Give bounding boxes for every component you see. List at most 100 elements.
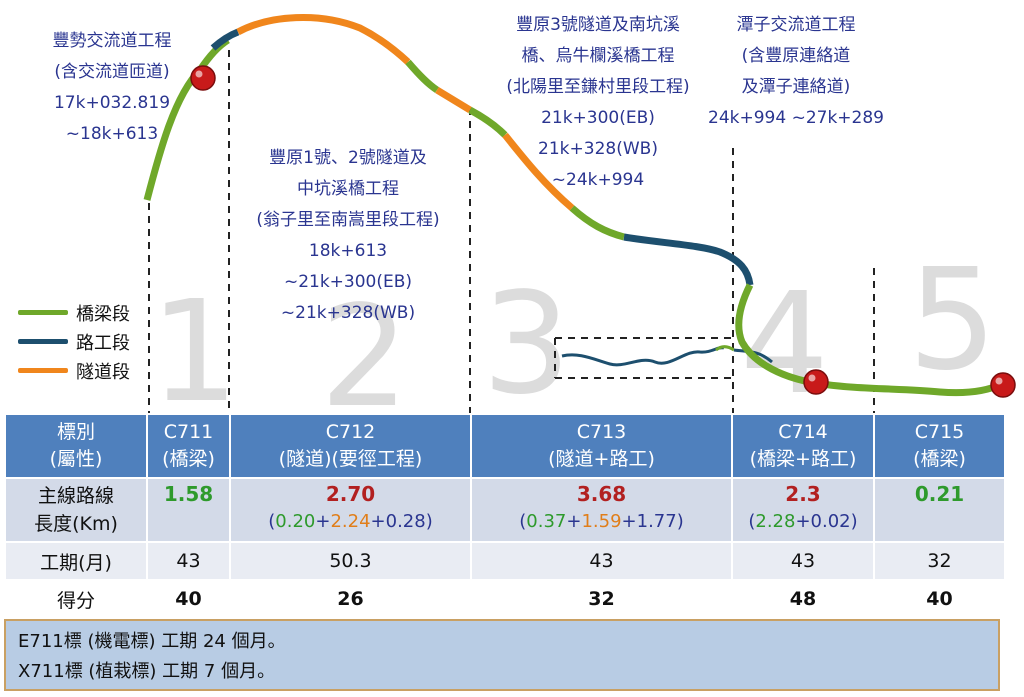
contract-header-cell: C712 (隧道)(要徑工程)	[230, 415, 472, 479]
annotation-line: (含交流道匝道)	[54, 62, 170, 82]
legend-label: 橋梁段	[76, 303, 130, 325]
length-label-line: 長度(Km)	[34, 513, 118, 535]
length-cell: 2.3 (2.28+0.02)	[732, 478, 875, 543]
breakdown-part: 2.28	[755, 511, 796, 532]
pin-icon	[990, 372, 1016, 398]
tunnel-segment	[502, 132, 575, 211]
length-label-line: 主線路線	[37, 485, 114, 507]
breakdown-part: 0.37	[526, 511, 567, 532]
annotation-line: 18k+613	[308, 241, 388, 261]
length-value: 2.70	[325, 482, 376, 506]
contract-table: 標別 (屬性) C711 (橋梁) C712 (隧道)(要徑工程) C713 (…	[6, 415, 1004, 619]
length-breakdown: (0.20+2.24+0.28)	[231, 509, 470, 535]
header-label-line: 標別	[56, 421, 95, 443]
note-line: X711標 (植栽標) 工期 7 個月。	[18, 661, 276, 682]
length-cell: 3.68 (0.37+1.59+1.77)	[471, 478, 733, 543]
tunnel-segment	[236, 14, 411, 65]
legend-item: 隧道段	[18, 356, 130, 385]
contract-id: C712	[325, 421, 376, 443]
legend-swatch	[18, 339, 68, 344]
pin-icon	[190, 65, 216, 91]
legend-label: 路工段	[76, 332, 130, 354]
duration-label: 工期(月)	[6, 542, 148, 581]
duration-row: 工期(月) 43 50.3 43 43 32	[6, 542, 1004, 581]
annotation-c711: 豐勢交流道工程 (含交流道匝道) 17k+032.819 ~18k+613	[22, 26, 202, 150]
breakdown-part: (	[519, 511, 527, 532]
length-cell: 2.70 (0.20+2.24+0.28)	[230, 478, 472, 543]
annotation-line: (翁子里至南嵩里段工程)	[256, 210, 440, 230]
header-label-cell: 標別 (屬性)	[6, 415, 148, 479]
length-row: 主線路線 長度(Km) 1.58 2.70 (0.20+2.24+0.28) 3…	[6, 478, 1004, 543]
annotation-c713: 豐原3號隧道及南坑溪 橋、烏牛欄溪橋工程 (北陽里至鎌村里段工程) 21k+30…	[488, 10, 708, 196]
score-cell: 26	[230, 580, 472, 619]
score-cell: 40	[147, 580, 231, 619]
length-cell: 1.58	[147, 478, 231, 543]
score-cell: 40	[874, 580, 1004, 619]
annotation-line: 豐原1號、2號隧道及	[269, 148, 427, 168]
breakdown-part: 1.59	[581, 511, 622, 532]
duration-cell: 43	[471, 542, 733, 581]
bridge-segment	[468, 106, 508, 138]
annotation-line: 21k+300(EB)	[541, 108, 655, 128]
contract-id: C715	[914, 421, 965, 443]
length-breakdown: (2.28+0.02)	[733, 509, 873, 535]
length-value: 1.58	[163, 482, 214, 506]
annotation-c712: 豐原1號、2號隧道及 中坑溪橋工程 (翁子里至南嵩里段工程) 18k+613 ~…	[228, 143, 468, 329]
tunnel-segment	[435, 87, 472, 114]
legend-swatch	[18, 310, 68, 315]
annotation-line: 及潭子連絡道)	[741, 77, 851, 97]
annotation-line: 中坑溪橋工程	[297, 179, 399, 199]
score-label: 得分	[6, 580, 148, 619]
breakdown-part: +1.77)	[621, 511, 684, 532]
length-label-cell: 主線路線 長度(Km)	[6, 478, 148, 543]
annotation-line: ~21k+328(WB)	[280, 303, 416, 323]
annotation-line: (含豐原連絡道	[741, 46, 851, 66]
breakdown-part: 0.20	[275, 511, 316, 532]
bridge-segment	[405, 59, 439, 93]
duration-cell: 32	[874, 542, 1004, 581]
annotation-line: (北陽里至鎌村里段工程)	[506, 77, 690, 97]
annotation-line: 豐勢交流道工程	[52, 31, 172, 51]
road-segment	[623, 233, 754, 286]
breakdown-part: +	[566, 511, 582, 532]
section-number-2: 2	[320, 276, 409, 415]
contract-type: (隧道)(要徑工程)	[278, 448, 423, 470]
breakdown-part: (	[748, 511, 756, 532]
legend-item: 路工段	[18, 327, 130, 356]
annotation-line: 17k+032.819	[53, 93, 171, 113]
length-breakdown: (0.37+1.59+1.77)	[472, 509, 731, 535]
length-value: 2.3	[785, 482, 821, 506]
section-number-5: 5	[908, 239, 997, 402]
legend-item: 橋梁段	[18, 298, 130, 327]
location-pins	[190, 65, 1016, 398]
route-profile-diagram: 1 2 3 4 5	[143, 14, 1016, 415]
annotation-line: ~24k+994	[551, 170, 645, 190]
contract-type: (橋梁)	[913, 448, 966, 470]
annotation-line: 橋、烏牛欄溪橋工程	[521, 46, 675, 66]
duration-cell: 50.3	[230, 542, 472, 581]
length-value: 0.21	[914, 482, 965, 506]
table-header-row: 標別 (屬性) C711 (橋梁) C712 (隧道)(要徑工程) C713 (…	[6, 415, 1004, 479]
note-line: E711標 (機電標) 工期 24 個月。	[18, 631, 286, 652]
contract-type: (橋梁+路工)	[749, 448, 857, 470]
road-segment	[210, 28, 240, 51]
legend: 橋梁段 路工段 隧道段	[18, 298, 130, 385]
section-number-1: 1	[150, 271, 239, 415]
profile-curve	[143, 14, 1004, 397]
bridge-segment	[569, 205, 625, 241]
annotation-line: 豐原3號隧道及南坑溪	[516, 15, 680, 35]
score-cell: 48	[732, 580, 875, 619]
breakdown-part: +0.28)	[370, 511, 433, 532]
breakdown-part: 2.24	[330, 511, 371, 532]
contract-type: (隧道+路工)	[548, 448, 655, 470]
contract-id: C711	[163, 421, 214, 443]
contract-type: (橋梁)	[162, 448, 215, 470]
annotation-line: ~18k+613	[65, 124, 159, 144]
legend-swatch	[18, 368, 68, 373]
breakdown-part: (	[268, 511, 276, 532]
contract-header-cell: C715 (橋梁)	[874, 415, 1004, 479]
contract-id: C713	[576, 421, 627, 443]
score-row: 得分 40 26 32 48 40	[6, 580, 1004, 619]
breakdown-part: +	[315, 511, 331, 532]
annotation-line: ~21k+300(EB)	[283, 272, 413, 292]
